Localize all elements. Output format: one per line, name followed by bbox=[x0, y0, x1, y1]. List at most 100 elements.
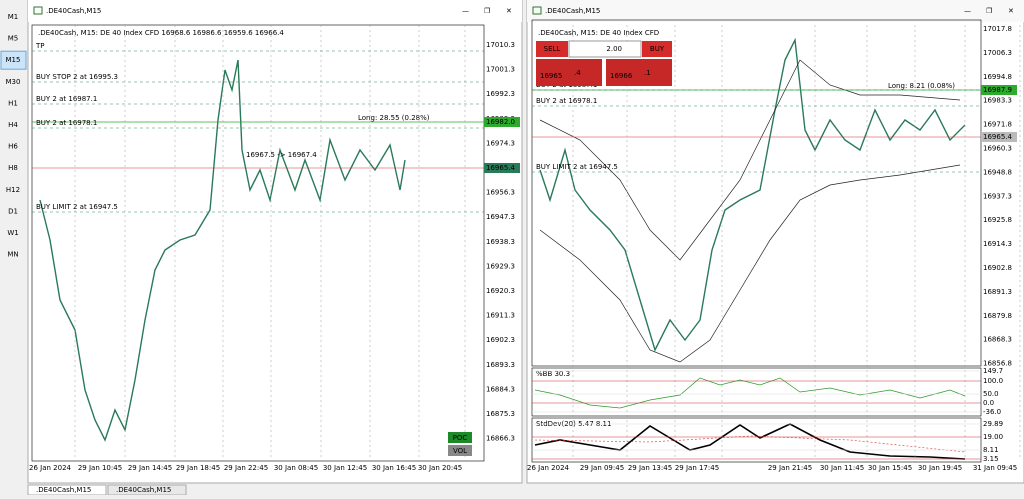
timeframe-button[interactable]: W1 bbox=[7, 229, 18, 237]
timeframe-button[interactable]: M30 bbox=[6, 78, 21, 86]
lot-box[interactable] bbox=[568, 40, 642, 58]
price-label: 16925.8 bbox=[983, 216, 1012, 224]
current-price: 16965.4 bbox=[983, 133, 1012, 141]
price-label: 16902.8 bbox=[983, 264, 1012, 272]
position-price: 16987.9 bbox=[983, 86, 1012, 94]
chart-frame bbox=[31, 24, 485, 462]
price-label: 16879.8 bbox=[983, 312, 1012, 320]
indicator-frame bbox=[531, 417, 982, 463]
stddev-avg bbox=[534, 435, 966, 453]
bid-price[interactable]: 16965 bbox=[540, 72, 562, 80]
indicator-scale: -36.0 bbox=[983, 408, 1001, 416]
chart-button-label[interactable]: VOL bbox=[453, 447, 467, 455]
order-label: BUY STOP 2 at 16995.3 bbox=[36, 73, 118, 81]
buy-button[interactable] bbox=[642, 41, 672, 57]
time-label: 30 Jan 11:45 bbox=[820, 464, 864, 472]
order-label: BUY 2 at 16987.1 bbox=[36, 95, 97, 103]
window-control[interactable]: ✕ bbox=[1008, 7, 1014, 15]
timeframe-button[interactable]: M15 bbox=[6, 56, 21, 64]
price-label: 16856.8 bbox=[983, 360, 1012, 368]
price-label: 16938.3 bbox=[486, 238, 515, 246]
timeframe-button[interactable]: M1 bbox=[8, 13, 19, 21]
sell-button[interactable] bbox=[536, 41, 568, 57]
time-label: 29 Jan 17:45 bbox=[675, 464, 719, 472]
indicator-scale: 0.0 bbox=[983, 399, 994, 407]
price-label: 17010.3 bbox=[486, 41, 515, 49]
chart-button[interactable] bbox=[448, 432, 472, 443]
timeframe-button[interactable]: H12 bbox=[6, 186, 20, 194]
buy-label[interactable]: BUY bbox=[650, 45, 665, 53]
bid-box[interactable] bbox=[536, 59, 602, 86]
indicator-scale: 50.0 bbox=[983, 390, 999, 398]
price-label: 16875.3 bbox=[486, 410, 515, 418]
timeframe-button[interactable]: H6 bbox=[8, 143, 18, 151]
bid-fraction[interactable]: .4 bbox=[574, 69, 581, 77]
time-label: 30 Jan 15:45 bbox=[868, 464, 912, 472]
chart-button[interactable] bbox=[448, 445, 472, 456]
timeframe-button[interactable]: H1 bbox=[8, 99, 18, 107]
chart-tab-label[interactable]: .DE40Cash,M15 bbox=[36, 486, 91, 494]
time-label: 30 Jan 16:45 bbox=[372, 464, 416, 472]
time-label: 26 Jan 2024 bbox=[527, 464, 570, 472]
timeframe-button[interactable]: M5 bbox=[8, 35, 19, 43]
indicator-scale: 8.11 bbox=[983, 446, 999, 454]
price-label: 16960.3 bbox=[983, 145, 1012, 153]
price-trace bbox=[39, 59, 406, 442]
price-label: 16866.3 bbox=[486, 435, 515, 443]
chart-tab-label[interactable]: .DE40Cash,M15 bbox=[116, 486, 171, 494]
position-label: Long: 28.55 (0.28%) bbox=[358, 114, 430, 122]
title-bar bbox=[527, 0, 1024, 22]
position-label: Long: 8.21 (0.08%) bbox=[888, 82, 955, 90]
window-control[interactable]: ❐ bbox=[484, 7, 490, 15]
indicator-scale: 3.15 bbox=[983, 455, 999, 463]
window-icon bbox=[532, 6, 542, 15]
window-control[interactable]: — bbox=[462, 7, 469, 15]
time-label: 30 Jan 19:45 bbox=[918, 464, 962, 472]
indicator-scale: 100.0 bbox=[983, 377, 1003, 385]
order-label: BUY LIMIT 2 at 16947.5 bbox=[536, 163, 618, 171]
window-control[interactable]: — bbox=[964, 7, 971, 15]
price-label: 16948.8 bbox=[983, 168, 1012, 176]
indicator-frame bbox=[531, 367, 982, 417]
order-label: BUY LIMIT 2 at 16947.5 bbox=[36, 203, 118, 211]
time-label: 30 Jan 20:45 bbox=[418, 464, 462, 472]
sell-label[interactable]: SELL bbox=[544, 45, 561, 53]
ask-box[interactable] bbox=[606, 59, 672, 86]
indicator-label: %BB 30.3 bbox=[536, 370, 570, 378]
chart-button-label[interactable]: POC bbox=[453, 434, 468, 442]
timeframe-button[interactable]: D1 bbox=[8, 207, 18, 215]
order-label: TP bbox=[35, 42, 45, 50]
price-label: 16868.3 bbox=[983, 336, 1012, 344]
price-label: 16884.3 bbox=[486, 385, 515, 393]
price-label: 16947.3 bbox=[486, 213, 515, 221]
ask-price[interactable]: 16966 bbox=[610, 72, 633, 80]
ask-fraction[interactable]: .1 bbox=[644, 69, 651, 77]
time-label: 30 Jan 08:45 bbox=[274, 464, 318, 472]
window-control[interactable]: ✕ bbox=[506, 7, 512, 15]
price-label: 17006.3 bbox=[983, 49, 1012, 57]
indicator-scale: 19.00 bbox=[983, 433, 1003, 441]
time-label: 31 Jan 09:45 bbox=[973, 464, 1017, 472]
chart-frame bbox=[531, 19, 982, 367]
time-label: 29 Jan 10:45 bbox=[78, 464, 122, 472]
active-timeframe[interactable] bbox=[0, 50, 27, 70]
band-line bbox=[539, 164, 961, 363]
price-trace bbox=[539, 37, 966, 352]
price-label: 16956.3 bbox=[486, 189, 515, 197]
timeframe-button[interactable]: MN bbox=[7, 251, 18, 259]
position-price-box bbox=[484, 117, 520, 127]
current-price-box bbox=[981, 132, 1017, 142]
price-label: 16994.8 bbox=[983, 73, 1012, 81]
price-note: 16967.5 -> 16967.4 bbox=[246, 151, 317, 159]
time-label: 30 Jan 12:45 bbox=[323, 464, 367, 472]
left-window bbox=[27, 0, 523, 484]
position-price: 16982.0 bbox=[486, 118, 515, 126]
lot-value[interactable]: 2.00 bbox=[606, 45, 622, 53]
chart-header: .DE40Cash, M15: DE 40 Index CFD bbox=[538, 29, 659, 37]
bb-trace bbox=[534, 377, 966, 409]
timeframe-button[interactable]: H8 bbox=[8, 164, 18, 172]
band-line bbox=[539, 59, 961, 261]
timeframe-button[interactable]: H4 bbox=[8, 121, 18, 129]
position-price-box bbox=[981, 85, 1017, 95]
window-control[interactable]: ❐ bbox=[986, 7, 992, 15]
